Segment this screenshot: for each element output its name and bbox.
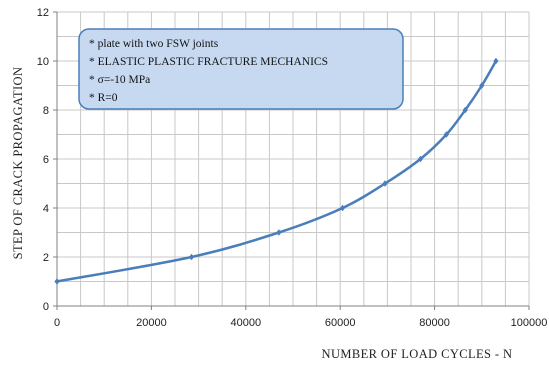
- y-tick-label: 2: [43, 252, 49, 264]
- x-tick-label: 80000: [419, 317, 450, 329]
- y-tick-label: 6: [43, 154, 49, 166]
- y-tick-labels: 0 2 4 6 8 10 12: [37, 7, 57, 313]
- data-point: [54, 278, 60, 285]
- x-tick-labels: 0 20000 40000 60000 80000 100000: [54, 306, 547, 329]
- x-tick-label: 60000: [325, 317, 356, 329]
- series: [54, 57, 499, 285]
- data-point: [339, 204, 346, 212]
- data-point: [462, 106, 468, 114]
- series-line: [56, 60, 498, 283]
- x-tick-label: 0: [54, 317, 60, 329]
- annotation-line-1: * plate with two FSW joints: [89, 38, 219, 50]
- x-tick-label: 40000: [231, 317, 262, 329]
- annotation-box-frame: [78, 28, 404, 110]
- y-tick-label: 12: [37, 7, 49, 19]
- data-point: [276, 229, 282, 236]
- y-axis-title: STEP OF CRACK PROPAGATION: [11, 67, 25, 260]
- data-point: [443, 131, 449, 138]
- y-tick-label: 4: [43, 203, 49, 215]
- annotation-box: * plate with two FSW joints * ELASTIC PL…: [78, 28, 404, 110]
- y-tick-label: 8: [43, 105, 49, 117]
- x-tick-label: 100000: [511, 317, 548, 329]
- x-tick-label: 20000: [136, 317, 167, 329]
- data-point: [479, 82, 485, 89]
- x-axis-title: NUMBER OF LOAD CYCLES - N: [322, 347, 513, 361]
- y-tick-label: 10: [37, 56, 49, 68]
- annotation-line-3: * σ=-10 MPa: [89, 74, 150, 86]
- data-point: [417, 155, 424, 163]
- data-point: [382, 180, 388, 187]
- data-point: [188, 253, 195, 261]
- y-tick-label: 0: [43, 301, 49, 313]
- annotation-line-4: * R=0: [89, 92, 118, 104]
- annotation-line-2: * ELASTIC PLASTIC FRACTURE MECHANICS: [89, 56, 328, 68]
- data-point: [493, 57, 499, 65]
